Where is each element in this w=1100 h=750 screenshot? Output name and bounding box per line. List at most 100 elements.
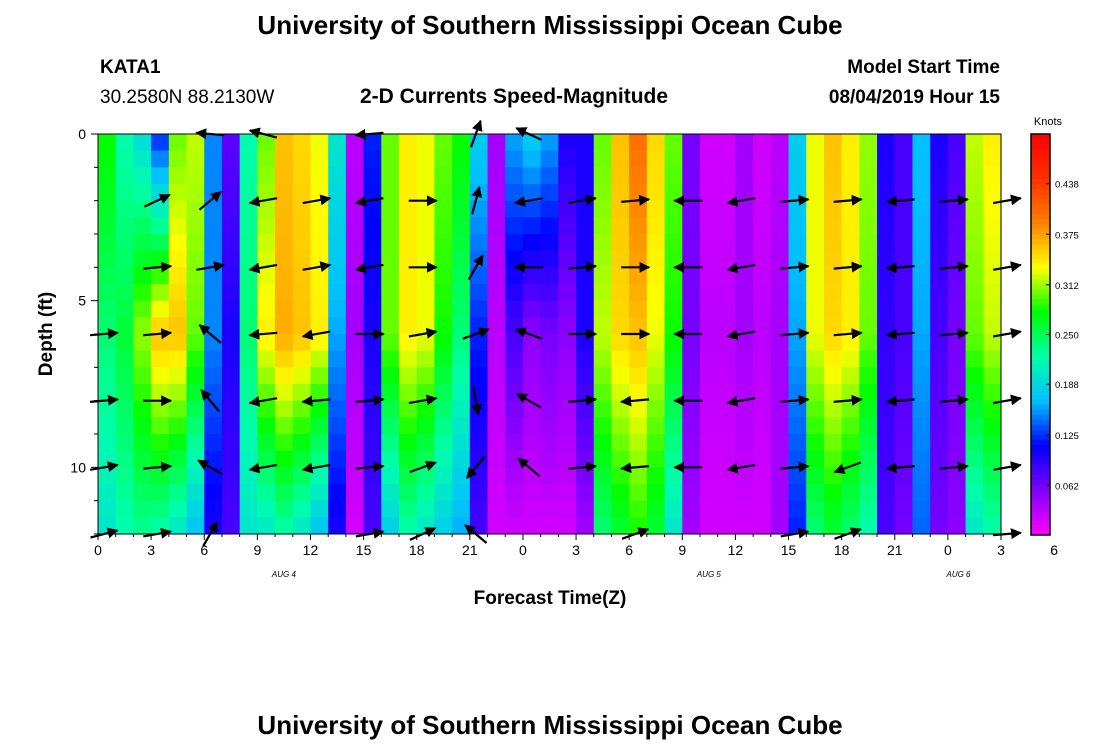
current-vector xyxy=(248,195,278,207)
heat-cell xyxy=(416,300,435,318)
heat-cell xyxy=(363,417,382,435)
heat-cell xyxy=(823,150,843,168)
heat-cell xyxy=(292,384,311,402)
heat-cell xyxy=(381,267,400,285)
heat-cell xyxy=(611,450,630,468)
heat-cell xyxy=(646,134,665,152)
heat-cell xyxy=(310,167,329,185)
heat-cell xyxy=(611,350,630,368)
heat-cell xyxy=(983,467,1002,485)
heat-cell xyxy=(700,184,719,202)
heat-cell xyxy=(788,150,807,168)
heat-cell xyxy=(381,367,400,385)
heat-cell xyxy=(133,417,152,435)
colorbar-segment xyxy=(1031,344,1050,351)
heat-cell xyxy=(204,167,223,185)
heat-cell xyxy=(682,484,701,502)
heat-cell xyxy=(487,450,506,468)
heat-cell xyxy=(133,167,152,185)
heat-cell xyxy=(593,384,612,402)
heat-cell xyxy=(221,284,241,302)
heat-cell xyxy=(434,400,453,418)
heat-cell xyxy=(487,217,506,235)
heat-cell xyxy=(239,184,258,202)
heat-cell xyxy=(381,167,400,185)
heat-cell xyxy=(469,400,488,418)
heat-cell xyxy=(292,317,311,335)
current-vector xyxy=(780,328,810,340)
heat-cell xyxy=(700,284,719,302)
heat-cell xyxy=(700,450,719,468)
heat-cell xyxy=(381,467,400,485)
heat-cell xyxy=(292,300,311,318)
heat-cell xyxy=(540,500,559,518)
heat-cell xyxy=(345,250,364,268)
heat-cell xyxy=(629,467,648,485)
heat-cell xyxy=(912,417,931,435)
heat-cell xyxy=(221,450,241,468)
heat-cell xyxy=(98,500,117,518)
heat-cell xyxy=(753,317,772,335)
current-vector xyxy=(355,461,385,473)
heat-cell xyxy=(576,450,595,468)
heat-cell xyxy=(292,200,311,218)
heat-cell xyxy=(399,434,418,452)
heat-cell xyxy=(823,250,843,268)
current-vector xyxy=(90,394,119,406)
heat-cell xyxy=(877,334,896,352)
heat-cell xyxy=(558,317,577,335)
heat-cell xyxy=(310,300,329,318)
heat-cell xyxy=(221,184,241,202)
heat-cell xyxy=(275,384,294,402)
heat-cell xyxy=(399,367,418,385)
heat-cell xyxy=(894,184,913,202)
heat-cell xyxy=(133,317,152,335)
colorbar-segment xyxy=(1031,149,1050,155)
heat-cell xyxy=(275,150,294,168)
heat-cell xyxy=(788,500,807,518)
current-vector xyxy=(620,462,650,474)
heat-cell xyxy=(859,317,878,335)
heat-cell xyxy=(487,250,506,268)
heat-cell xyxy=(328,384,347,402)
heat-cell xyxy=(487,500,506,518)
heat-cell xyxy=(257,234,276,252)
colorbar-segment xyxy=(1031,229,1050,235)
current-vector xyxy=(248,262,278,274)
colorbar-segment xyxy=(1031,364,1050,371)
heat-cell xyxy=(257,517,276,535)
heat-cell xyxy=(629,434,648,452)
heat-cell xyxy=(239,517,258,535)
heat-cell xyxy=(98,267,117,285)
heat-cell xyxy=(328,267,347,285)
heat-cell xyxy=(806,350,825,368)
heat-cell xyxy=(593,484,612,502)
heat-cell xyxy=(328,434,347,452)
heat-cell xyxy=(646,300,665,318)
heat-cell xyxy=(345,467,364,485)
heat-cell xyxy=(221,517,241,535)
heat-cell xyxy=(593,417,612,435)
heat-cell xyxy=(133,200,152,218)
heat-cell xyxy=(717,384,736,402)
heat-cell xyxy=(540,434,559,452)
heat-cell xyxy=(806,400,825,418)
heat-cell xyxy=(753,384,772,402)
heat-cell xyxy=(487,317,506,335)
heat-cell xyxy=(806,200,825,218)
colorbar-segment xyxy=(1031,359,1050,366)
heat-cell xyxy=(770,317,789,335)
heat-cell xyxy=(894,317,913,335)
heat-cell xyxy=(894,200,913,218)
heat-cell xyxy=(965,267,984,285)
heat-cell xyxy=(469,250,488,268)
heat-cell xyxy=(168,334,187,352)
heat-cell xyxy=(328,517,347,535)
heat-cell xyxy=(221,300,241,318)
heat-cell xyxy=(239,167,258,185)
x-tick-label: 6 xyxy=(1050,542,1058,558)
colorbar-segment xyxy=(1031,394,1050,401)
current-vector xyxy=(885,195,915,207)
heat-cell xyxy=(328,367,347,385)
heat-cell xyxy=(416,167,435,185)
